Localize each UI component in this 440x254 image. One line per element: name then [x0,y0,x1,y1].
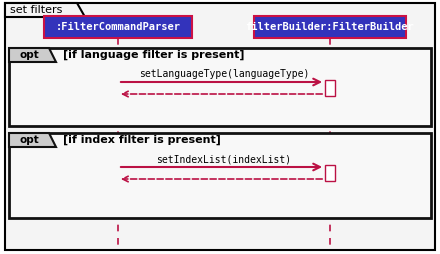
Text: opt: opt [19,50,39,60]
Text: setLanguageType(languageType): setLanguageType(languageType) [139,69,309,79]
Bar [9,133,431,218]
Text: filterBuilder:FilterBuilder: filterBuilder:FilterBuilder [246,22,414,32]
Bar [325,80,335,96]
Polygon shape [9,48,56,62]
Bar [254,16,406,38]
Polygon shape [5,3,85,17]
Bar [44,16,192,38]
Bar [325,165,335,181]
Text: setIndexList(indexList): setIndexList(indexList) [157,154,292,164]
Polygon shape [9,133,56,147]
Text: opt: opt [19,135,39,145]
Bar [9,48,431,126]
Text: [if index filter is present]: [if index filter is present] [63,135,221,145]
Text: [if language filter is present]: [if language filter is present] [63,50,245,60]
Text: :FilterCommandParser: :FilterCommandParser [55,22,180,32]
Text: set filters: set filters [10,5,62,15]
